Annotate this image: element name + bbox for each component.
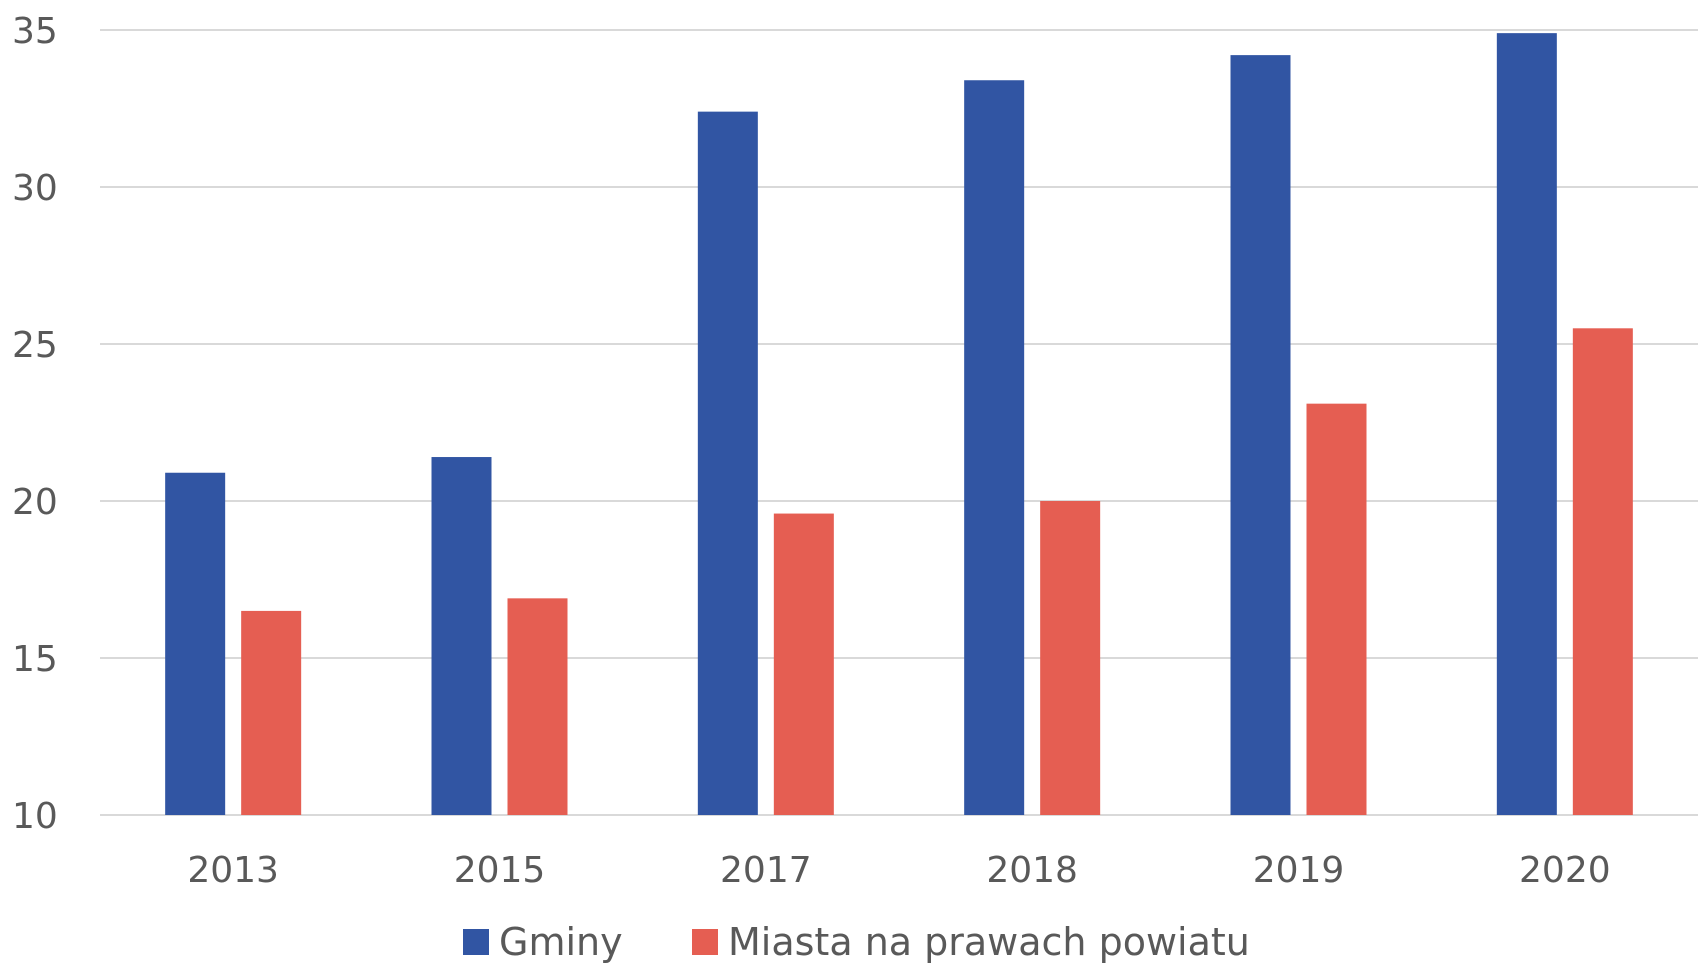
bar-gminy-2017: [697, 111, 758, 815]
y-tick-label: 25: [12, 325, 58, 366]
legend-swatch-gminy: [463, 929, 489, 955]
bar-miasta-2015: [507, 598, 568, 815]
bars: [165, 33, 1633, 816]
y-tick-label: 10: [12, 796, 58, 837]
y-tick-label: 35: [12, 11, 58, 52]
x-tick-label: 2013: [187, 850, 279, 891]
legend-label-gminy: Gminy: [499, 920, 623, 964]
bar-gminy-2013: [165, 472, 226, 815]
gridlines: [100, 29, 1698, 816]
x-tick-label: 2017: [720, 850, 812, 891]
x-axis-ticks: 2013 2015 2017 2018 2019 2020: [187, 850, 1610, 891]
legend-swatch-miasta: [692, 929, 718, 955]
x-tick-label: 2019: [1253, 850, 1345, 891]
y-tick-label: 15: [12, 639, 58, 680]
x-tick-label: 2015: [454, 850, 546, 891]
bar-miasta-2020: [1572, 328, 1633, 815]
legend: Gminy Miasta na prawach powiatu: [463, 920, 1250, 964]
y-tick-label: 30: [12, 168, 58, 209]
bar-miasta-2019: [1306, 403, 1367, 815]
y-tick-label: 20: [12, 482, 58, 523]
bar-miasta-2013: [241, 610, 302, 815]
y-axis-ticks: 10 15 20 25 30 35: [12, 11, 58, 837]
bar-gminy-2019: [1230, 55, 1291, 816]
x-tick-label: 2020: [1519, 850, 1611, 891]
bar-gminy-2015: [431, 457, 492, 815]
bar-miasta-2017: [773, 513, 834, 815]
x-tick-label: 2018: [986, 850, 1078, 891]
legend-label-miasta: Miasta na prawach powiatu: [728, 920, 1250, 964]
bar-miasta-2018: [1040, 501, 1101, 815]
bar-gminy-2020: [1496, 33, 1557, 815]
bar-gminy-2018: [964, 80, 1025, 816]
